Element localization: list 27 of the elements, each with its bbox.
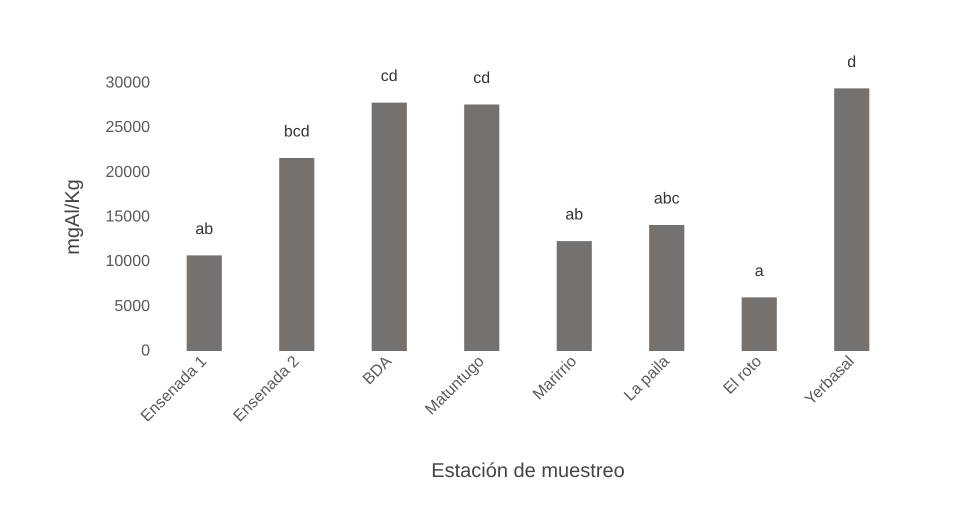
y-tick-label: 25000: [106, 119, 150, 136]
bar: [649, 225, 684, 351]
x-tick-label: BDA: [360, 352, 396, 388]
y-tick-label: 0: [141, 342, 150, 360]
y-tick-label: 10000: [106, 253, 150, 270]
data-label: d: [847, 54, 856, 71]
y-axis-title: mgAl/Kg: [62, 179, 84, 255]
bar: [372, 102, 407, 351]
y-tick-label: 5000: [114, 298, 150, 315]
data-label: abc: [654, 190, 680, 208]
data-label: cd: [473, 70, 490, 87]
bar: [186, 255, 222, 351]
y-tick-label: 20000: [106, 164, 150, 181]
bar: [556, 241, 592, 351]
bar: [834, 88, 870, 351]
x-axis-title: Estación de muestreo: [431, 460, 625, 482]
data-label: ab: [565, 206, 584, 224]
data-label: bcd: [284, 124, 310, 141]
y-tick-label: 30000: [106, 74, 150, 92]
bar: [464, 104, 500, 351]
bar: [742, 297, 777, 351]
data-label: a: [754, 262, 764, 280]
x-tick-label: El roto: [720, 352, 766, 398]
y-tick-label: 15000: [106, 208, 150, 226]
bar: [279, 158, 314, 351]
data-label: ab: [195, 220, 214, 238]
data-label: cd: [380, 68, 398, 86]
